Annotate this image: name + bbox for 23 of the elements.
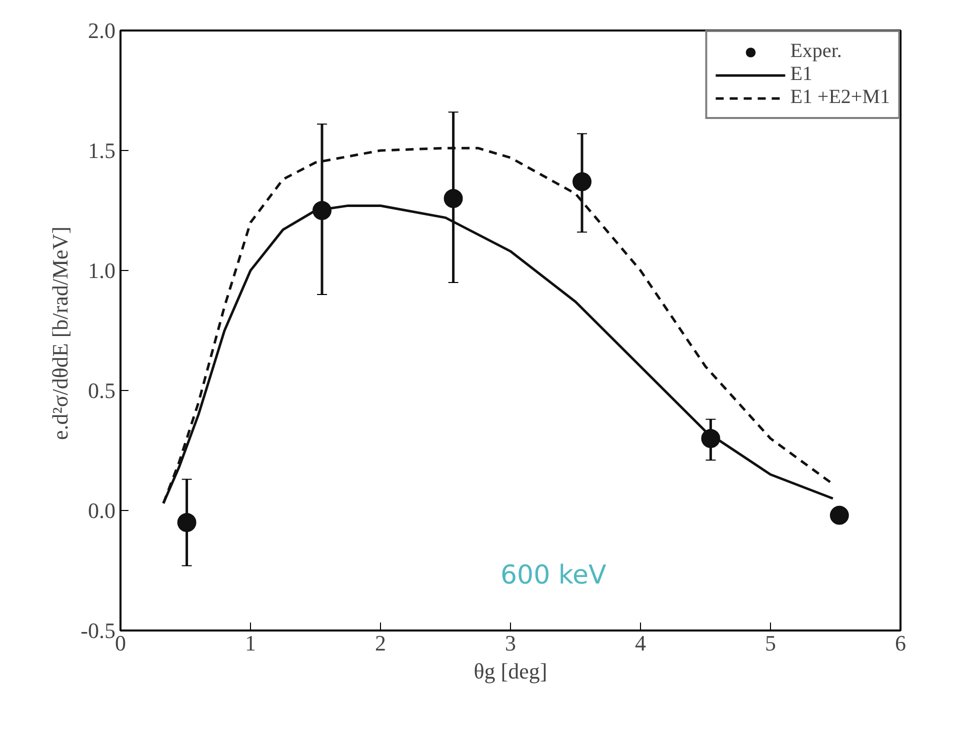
y-tick-label: 2.0 (88, 18, 116, 43)
point (177, 513, 196, 532)
x-tick-label: 5 (765, 630, 776, 656)
annotation: 600 keV (500, 560, 607, 590)
point (572, 172, 592, 192)
legend-label: E1 +E2+M1 (790, 86, 890, 109)
y-tick-label: 1.5 (88, 138, 116, 163)
y-tick-label: 0.0 (88, 498, 116, 523)
x-tick-label: 0 (115, 630, 126, 656)
point (830, 506, 849, 525)
y-axis-title: e.d²σ/dθdE [b/rad/MeV] (48, 226, 73, 440)
point (444, 189, 463, 208)
x-axis-title: θg [deg] (474, 658, 548, 684)
x-tick-label: 4 (635, 630, 646, 656)
y-tick-label: -0.5 (80, 618, 116, 643)
x-tick-label: 1 (245, 630, 256, 656)
x-tick-label: 3 (505, 630, 516, 656)
x-tick-label: 2 (375, 630, 386, 656)
x-tick-label: 6 (895, 630, 906, 656)
y-tick-label: 0.5 (88, 378, 116, 403)
y-tick-label: 1.0 (88, 258, 116, 283)
legend-label: Exper. (790, 40, 842, 63)
legend-label: E1 (790, 63, 812, 86)
